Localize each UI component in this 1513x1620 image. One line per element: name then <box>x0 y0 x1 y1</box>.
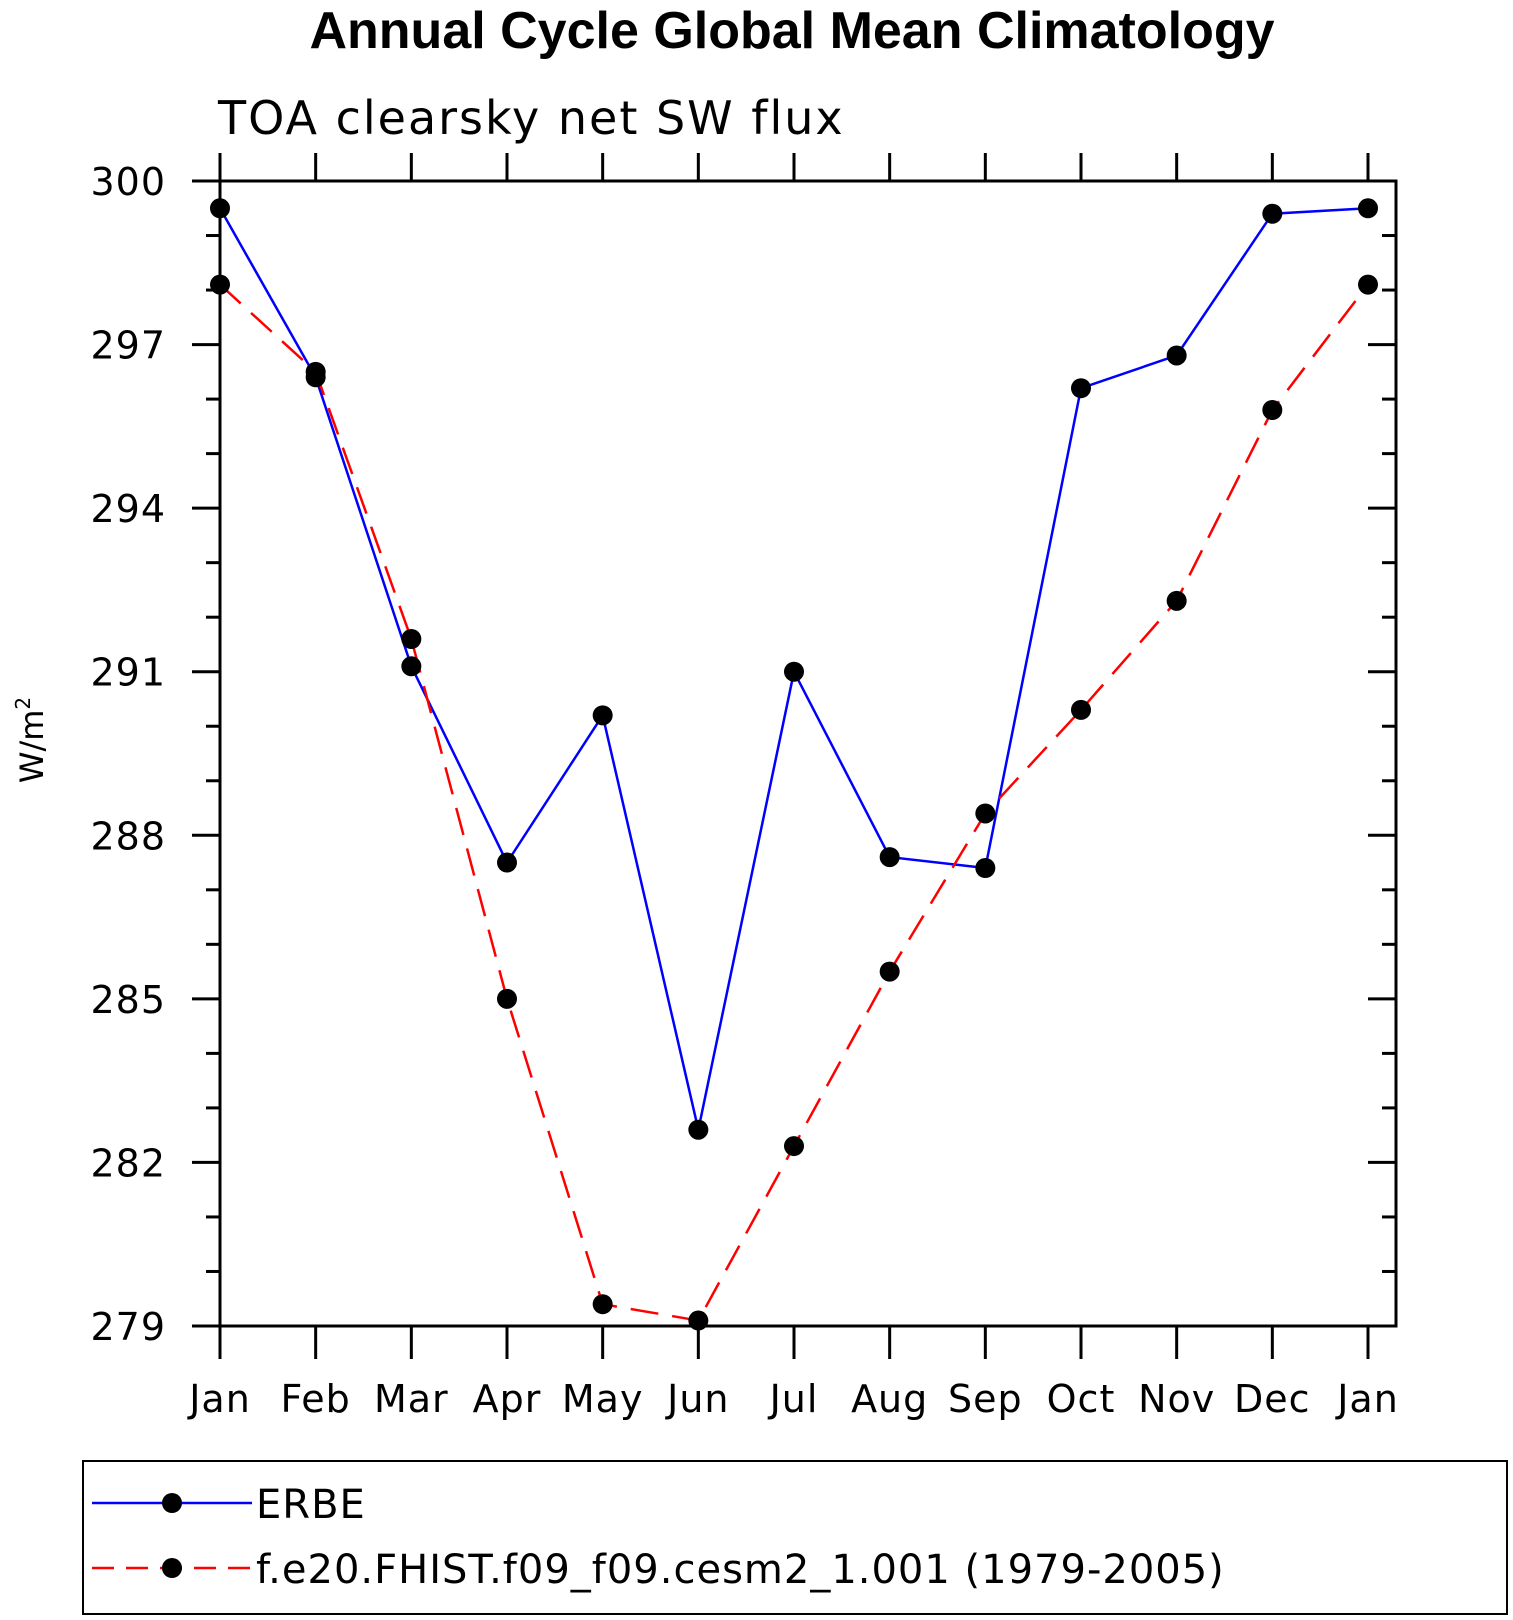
data-point-erbe <box>1166 345 1187 366</box>
x-tick-label: Sep <box>948 1377 1023 1421</box>
y-tick-label: 291 <box>90 651 166 695</box>
data-point-erbe <box>1358 198 1378 219</box>
y-tick-label: 297 <box>90 324 166 368</box>
legend-box <box>82 1460 1508 1615</box>
y-tick-label: 294 <box>90 487 166 531</box>
legend-marker <box>162 1493 182 1513</box>
legend-marker <box>162 1558 182 1578</box>
x-tick-label: Aug <box>851 1377 928 1421</box>
data-point-erbe <box>975 858 996 878</box>
legend-entries: ERBE f.e20.FHIST.f09_f09.cesm2_1.001 (197… <box>92 1482 1225 1593</box>
data-point-cesm2 <box>1262 400 1283 420</box>
data-point-cesm2 <box>1166 590 1187 611</box>
x-tick-label: Nov <box>1138 1377 1215 1421</box>
y-tick-label: 300 <box>90 160 166 204</box>
data-point-cesm2 <box>592 1294 613 1315</box>
series-markers <box>210 198 1378 1331</box>
y-tick-label: 285 <box>90 978 166 1022</box>
data-point-erbe <box>497 852 517 873</box>
legend-label: f.e20.FHIST.f09_f09.cesm2_1.001 (1979-20… <box>256 1547 1225 1593</box>
x-tick-labels: Jan Feb Mar Apr May Jun Jul Aug Sep Oct Nov Dec Jan <box>187 1377 1399 1421</box>
data-point-erbe <box>879 847 900 868</box>
data-point-erbe <box>688 1119 709 1140</box>
data-point-cesm2 <box>784 1136 804 1157</box>
x-tick-label: Feb <box>281 1377 351 1421</box>
y-tick-label: 288 <box>90 814 166 858</box>
series-line-cesm2 <box>219 283 1369 1322</box>
data-point-erbe <box>1262 203 1283 224</box>
data-point-cesm2 <box>1358 274 1378 295</box>
data-point-cesm2 <box>401 629 422 649</box>
legend-label: ERBE <box>256 1482 366 1528</box>
x-tick-label: Jan <box>1335 1377 1399 1421</box>
data-point-cesm2 <box>497 988 517 1009</box>
data-point-cesm2 <box>688 1310 709 1331</box>
data-point-cesm2 <box>305 361 326 382</box>
x-tick-label: Mar <box>374 1377 449 1421</box>
data-point-erbe <box>592 705 613 726</box>
y-tick-label: 279 <box>90 1305 166 1349</box>
data-point-cesm2 <box>210 274 230 295</box>
data-point-erbe <box>210 198 230 219</box>
svg-text:W/m2: W/m2 <box>11 697 51 783</box>
x-tick-label: Jan <box>187 1377 251 1421</box>
data-point-erbe <box>784 661 804 682</box>
axis-ticks <box>192 153 1396 1359</box>
chart-title: Annual Cycle Global Mean Climatology <box>309 2 1274 60</box>
y-axis-label: W/m2 <box>11 697 51 783</box>
data-point-cesm2 <box>879 961 900 982</box>
x-tick-label: Jul <box>768 1377 819 1421</box>
x-tick-label: Jun <box>665 1377 729 1421</box>
chart-subtitle: TOA clearsky net SW flux <box>217 91 845 145</box>
y-axis-label-superscript: 2 <box>11 697 35 710</box>
x-tick-label: May <box>562 1377 644 1421</box>
y-tick-labels: 279 282 285 288 291 294 297 300 <box>90 160 166 1349</box>
x-tick-label: Apr <box>473 1377 542 1421</box>
data-point-erbe <box>1071 378 1091 399</box>
data-point-cesm2 <box>975 803 996 824</box>
legend: ERBE f.e20.FHIST.f09_f09.cesm2_1.001 (197… <box>82 1460 1508 1615</box>
data-point-erbe <box>401 656 422 677</box>
y-axis-label-base: W/m <box>13 710 51 784</box>
plot-frame <box>218 179 1398 1328</box>
x-tick-label: Dec <box>1234 1377 1311 1421</box>
y-tick-label: 282 <box>90 1141 166 1185</box>
x-tick-label: Oct <box>1047 1377 1116 1421</box>
data-point-cesm2 <box>1071 699 1091 720</box>
